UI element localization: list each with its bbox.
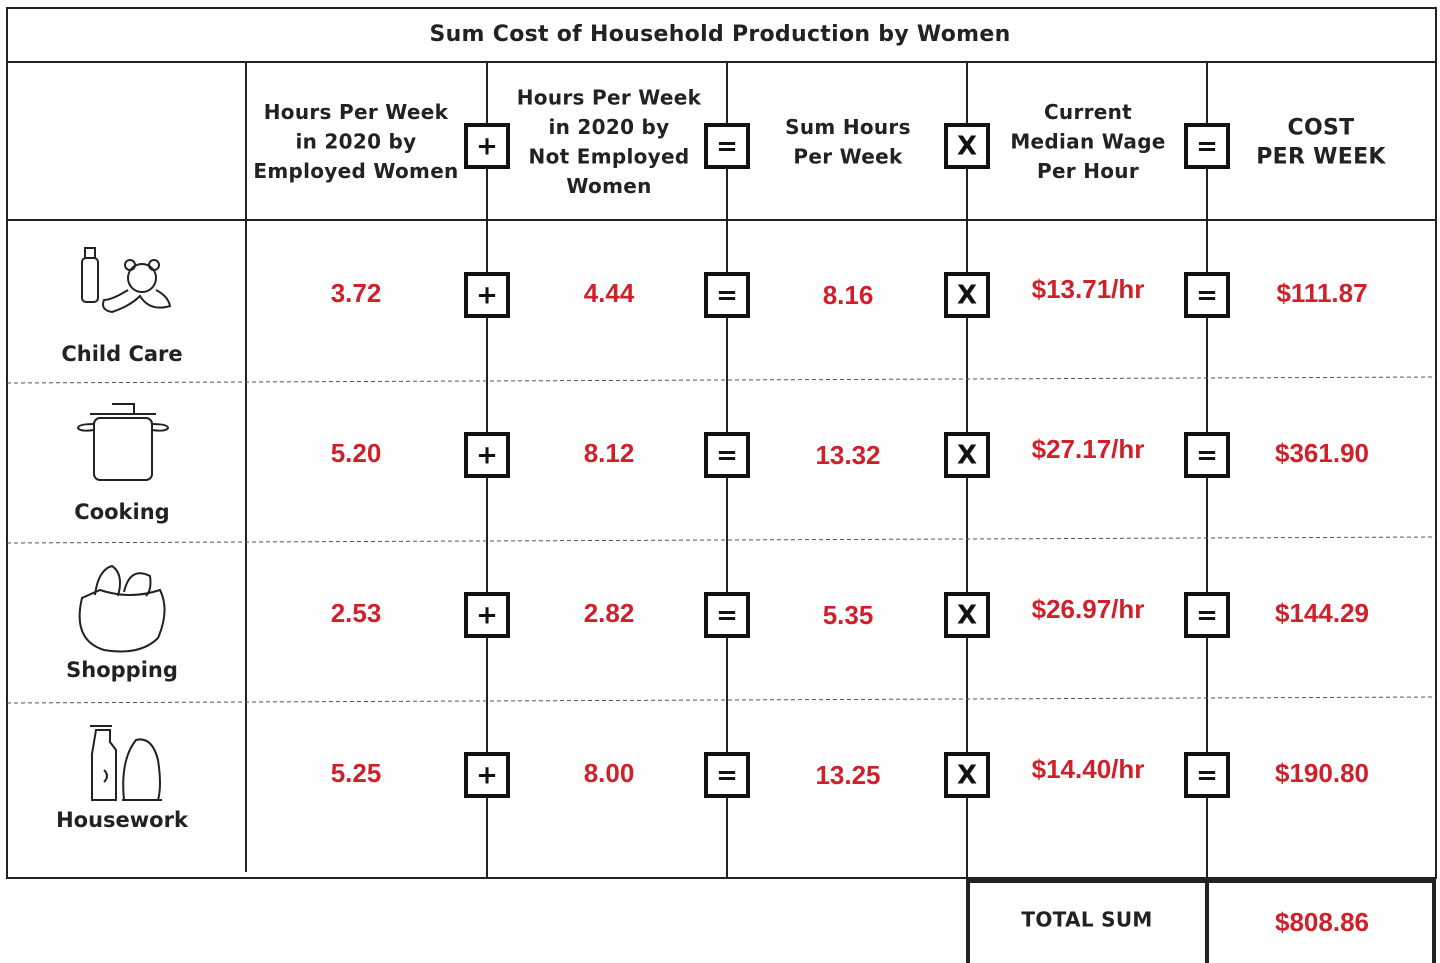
- row-label: Shopping: [66, 658, 178, 682]
- operator: +: [476, 601, 498, 631]
- cooking-icon: [76, 403, 170, 481]
- row-divider: [6, 696, 1437, 704]
- cell-value: $361.90: [1275, 438, 1369, 468]
- operator: =: [1196, 761, 1218, 791]
- cell-value: 5.35: [823, 600, 874, 630]
- operator: =: [1196, 132, 1218, 162]
- row-divider: [6, 376, 1437, 384]
- row-label: Child Care: [61, 342, 182, 366]
- cell-value: 8.16: [823, 280, 874, 310]
- operator: X: [957, 761, 977, 791]
- cell-value: 2.53: [331, 598, 382, 628]
- column-header: Hours Per Week: [517, 85, 702, 109]
- cell-value: 4.44: [584, 278, 635, 308]
- operator-box: [944, 592, 990, 638]
- operator: =: [716, 761, 738, 791]
- total-label: TOTAL SUM: [1021, 908, 1152, 932]
- column-header: Median Wage: [1010, 130, 1165, 154]
- operator-box: [944, 123, 990, 169]
- column-header: PER WEEK: [1256, 145, 1386, 170]
- operator: X: [957, 132, 977, 162]
- column-header: Hours Per Week: [264, 100, 449, 124]
- cell-value: 3.72: [331, 278, 382, 308]
- operator-box: [464, 123, 510, 169]
- column-header: Current: [1044, 100, 1132, 124]
- column-header: Not Employed: [529, 144, 690, 168]
- operator: =: [1196, 441, 1218, 471]
- cell-value: $13.71/hr: [1032, 274, 1145, 304]
- cell-value: $26.97/hr: [1032, 594, 1145, 624]
- operator-box: [704, 432, 750, 478]
- operator: +: [476, 281, 498, 311]
- operator: X: [957, 281, 977, 311]
- column-header: COST: [1288, 116, 1355, 141]
- operator-box: [704, 123, 750, 169]
- total-value: $808.86: [1275, 907, 1369, 937]
- title: Sum Cost of Household Production by Wome…: [429, 22, 1010, 47]
- cell-value: $144.29: [1275, 598, 1369, 628]
- operator-box: [464, 752, 510, 798]
- cell-value: 13.32: [815, 440, 880, 470]
- operator: =: [716, 281, 738, 311]
- operator: +: [476, 441, 498, 471]
- table-border: [6, 7, 1437, 879]
- cell-value: 5.20: [331, 438, 382, 468]
- column-header: in 2020 by: [295, 130, 416, 154]
- column-header: Per Hour: [1037, 159, 1139, 183]
- operator-box: [1184, 123, 1230, 169]
- row-label: Cooking: [74, 500, 169, 524]
- cell-value: 2.82: [584, 598, 635, 628]
- operator-box: [1184, 432, 1230, 478]
- operator-box: [944, 272, 990, 318]
- operator: =: [1196, 601, 1218, 631]
- operator-box: [1184, 752, 1230, 798]
- housework-icon: [90, 725, 162, 801]
- operator: X: [957, 601, 977, 631]
- operator-box: [464, 592, 510, 638]
- child-care-icon: [81, 247, 172, 314]
- column-header: Sum Hours: [785, 115, 911, 139]
- cell-value: 5.25: [331, 758, 382, 788]
- cell-value: 8.00: [584, 758, 635, 788]
- operator-box: [464, 272, 510, 318]
- operator-box: [1184, 592, 1230, 638]
- cell-value: 13.25: [815, 760, 880, 790]
- operator: =: [1196, 281, 1218, 311]
- column-header: Women: [566, 174, 651, 198]
- shopping-icon: [78, 564, 166, 653]
- cell-value: $14.40/hr: [1032, 754, 1145, 784]
- column-header: Employed Women: [253, 159, 458, 183]
- operator: =: [716, 132, 738, 162]
- cell-value: 8.12: [584, 438, 635, 468]
- operator: =: [716, 441, 738, 471]
- operator: +: [476, 761, 498, 791]
- operator-box: [944, 752, 990, 798]
- row-label: Housework: [56, 808, 189, 832]
- cell-value: $111.87: [1276, 278, 1367, 308]
- operator: +: [476, 132, 498, 162]
- operator-box: [704, 752, 750, 798]
- operator-box: [464, 432, 510, 478]
- column-header: Per Week: [793, 144, 903, 168]
- cell-value: $190.80: [1275, 758, 1369, 788]
- operator-box: [704, 592, 750, 638]
- operator-box: [704, 272, 750, 318]
- total-box: [966, 879, 1436, 963]
- operator: =: [716, 601, 738, 631]
- operator-box: [1184, 272, 1230, 318]
- operator: X: [957, 441, 977, 471]
- row-divider: [6, 536, 1437, 544]
- column-header: in 2020 by: [548, 115, 669, 139]
- operator-box: [944, 432, 990, 478]
- cell-value: $27.17/hr: [1032, 434, 1145, 464]
